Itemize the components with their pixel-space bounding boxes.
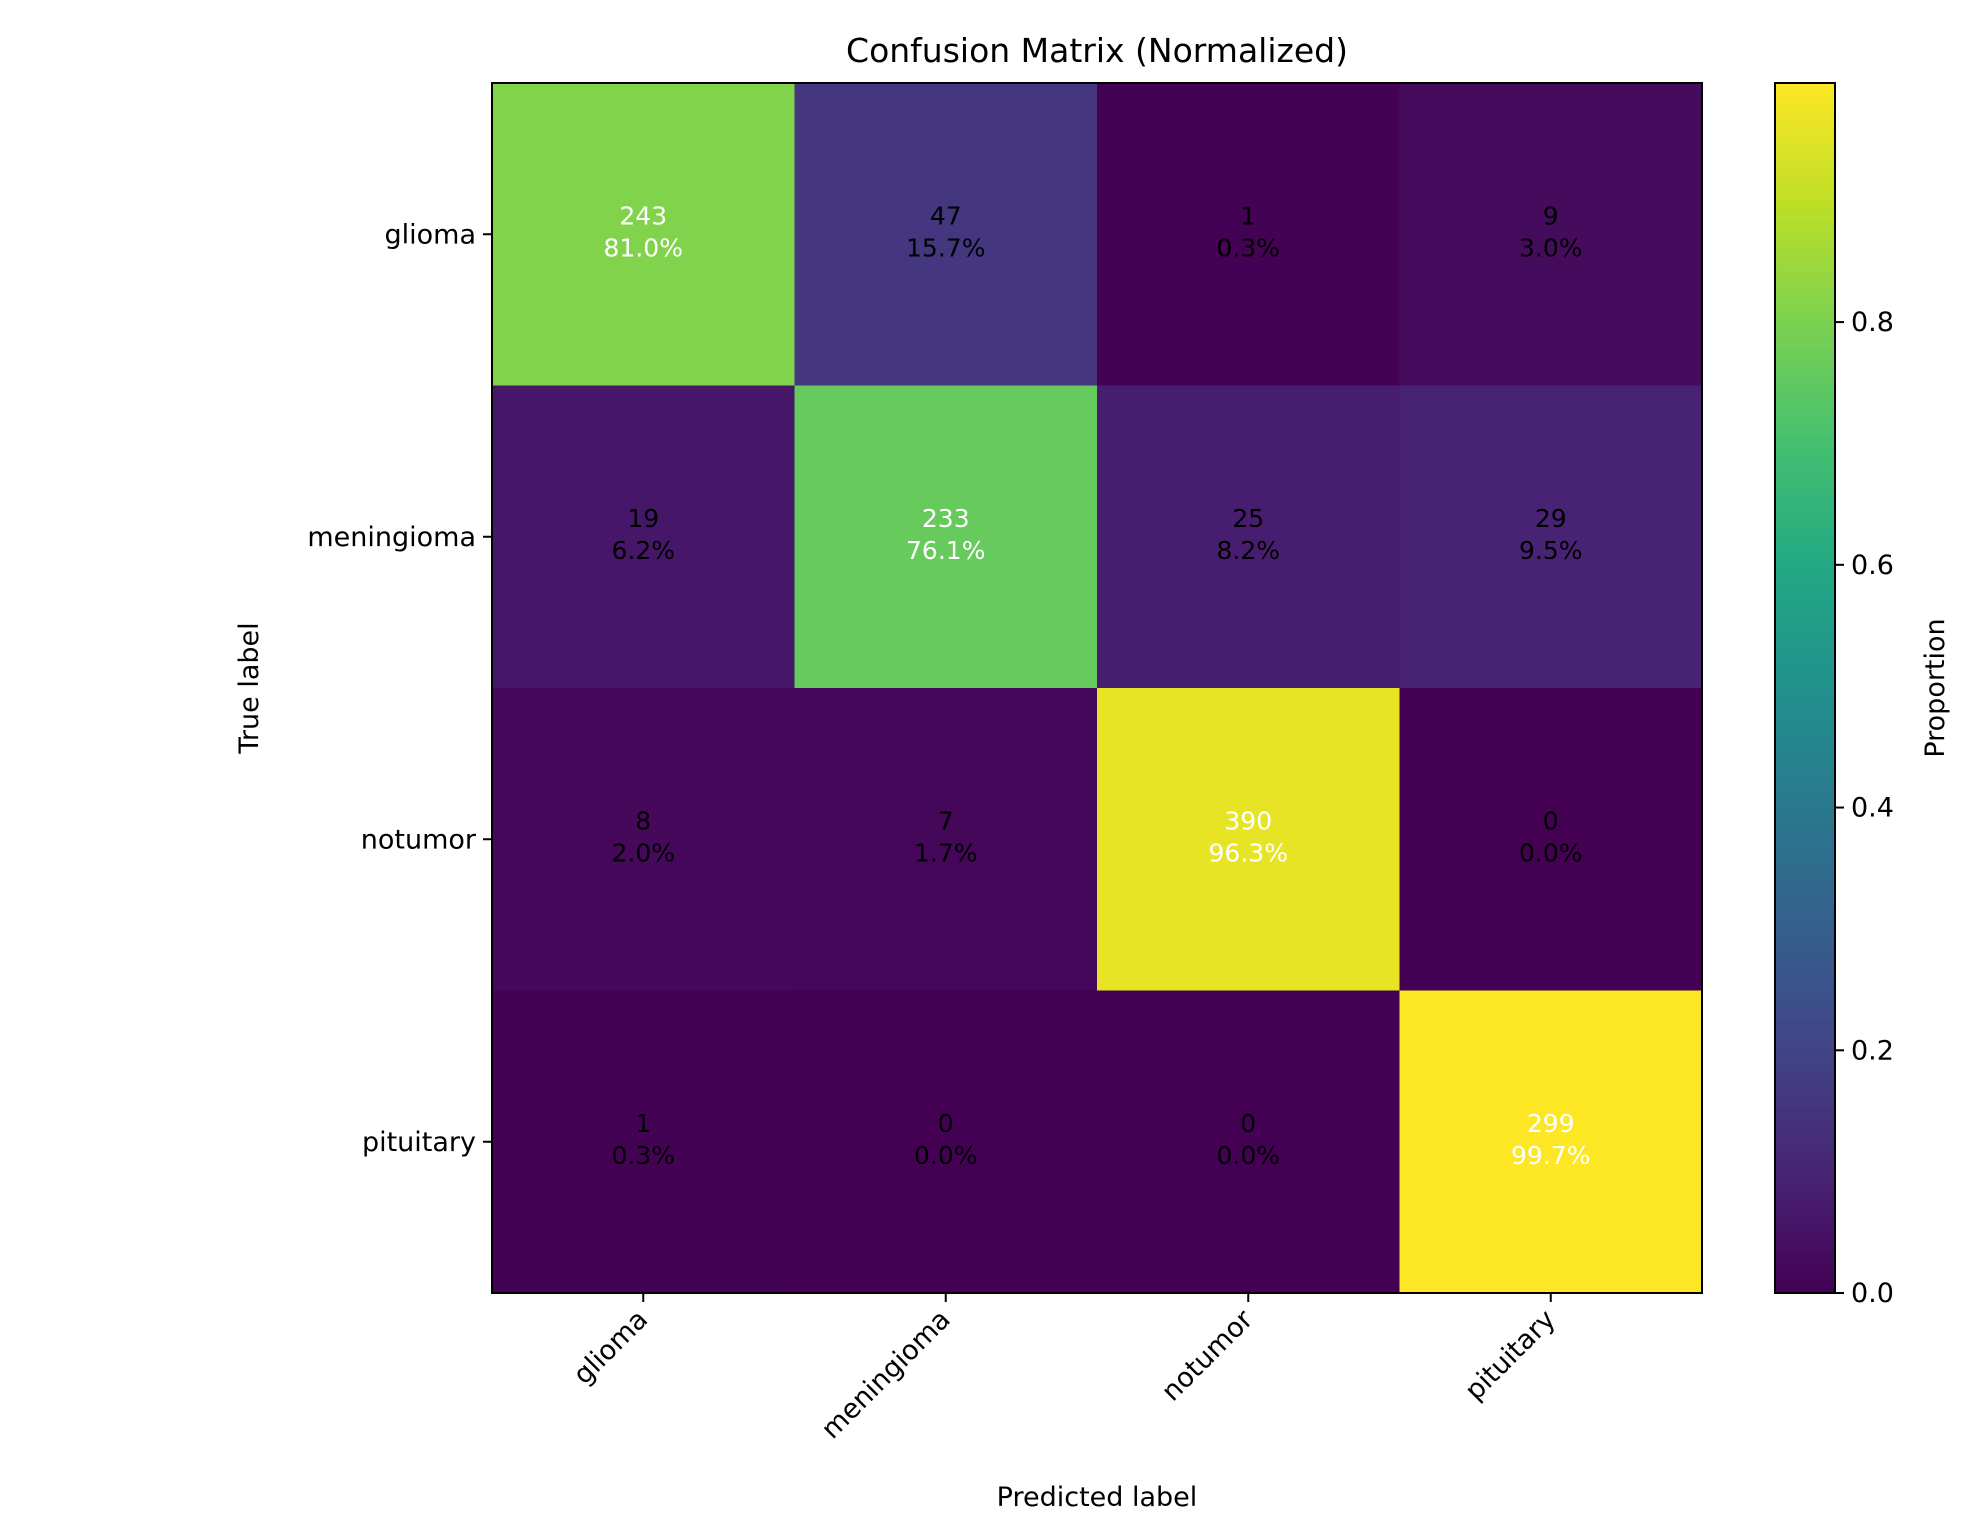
heatmap-cell: [794, 990, 1098, 1294]
y-tick-label: notumor: [361, 824, 477, 855]
cell-percent-label: 9.5%: [1519, 536, 1583, 565]
cell-percent-label: 0.0%: [914, 1141, 978, 1170]
cell-percent-label: 6.2%: [611, 536, 675, 565]
heatmap-cell: [1399, 990, 1703, 1294]
colorbar: [1775, 83, 1835, 1293]
x-tick-label: notumor: [1156, 1303, 1260, 1407]
cell-count-label: 1: [1240, 201, 1256, 230]
cell-count-label: 29: [1535, 504, 1567, 533]
colorbar-tick-label: 0.0: [1851, 1278, 1894, 1309]
cell-count-label: 19: [627, 504, 659, 533]
cell-percent-label: 15.7%: [906, 233, 985, 262]
cell-count-label: 1: [635, 1109, 651, 1138]
cell-percent-label: 1.7%: [914, 838, 978, 867]
x-tick-label: pituitary: [1459, 1304, 1562, 1407]
heatmap-cell: [492, 688, 795, 991]
cell-percent-label: 81.0%: [604, 233, 683, 262]
y-tick-label: meningioma: [307, 522, 476, 553]
x-axis-ticks: glioma meningioma notumor pituitary: [568, 1293, 1562, 1445]
y-axis-label: True label: [234, 622, 265, 754]
x-tick-label: glioma: [568, 1304, 655, 1391]
colorbar-ticks: 0.0 0.2 0.4 0.6 0.8: [1835, 307, 1894, 1309]
y-tick-label: pituitary: [362, 1127, 476, 1158]
colorbar-frame: [1774, 82, 1836, 1294]
heatmap-cell: [1097, 83, 1400, 386]
cell-percent-label: 96.3%: [1209, 838, 1288, 867]
heatmap-cell-labels: 243 81.0% 47 15.7% 1 0.3% 9 3.0% 19 6.2% 233 76.1% 2…: [604, 201, 1591, 1170]
cell-count-label: 299: [1527, 1109, 1575, 1138]
heatmap-cell: [492, 83, 795, 386]
colorbar-tick-label: 0.8: [1851, 307, 1894, 338]
cell-count-label: 25: [1232, 504, 1264, 533]
y-axis-ticks: glioma meningioma notumor pituitary: [307, 219, 492, 1158]
colorbar-tick-label: 0.6: [1851, 550, 1894, 581]
heatmap-cell: [1097, 688, 1400, 991]
heatmap-cell: [492, 385, 795, 689]
cell-count-label: 47: [930, 201, 962, 230]
cell-percent-label: 99.7%: [1511, 1141, 1590, 1170]
heatmap-cell: [1097, 385, 1400, 689]
plot-frame: [491, 82, 1703, 1294]
cell-count-label: 233: [922, 504, 970, 533]
heatmap-cell: [1399, 385, 1703, 689]
heatmap-cell: [492, 990, 795, 1294]
cell-percent-label: 0.3%: [611, 1141, 675, 1170]
heatmap-cell: [794, 688, 1098, 991]
colorbar-tick-label: 0.2: [1851, 1035, 1894, 1066]
cell-count-label: 0: [1543, 806, 1559, 835]
cell-percent-label: 76.1%: [906, 536, 985, 565]
y-tick-label: glioma: [384, 219, 476, 250]
cell-count-label: 243: [619, 201, 667, 230]
chart-title: Confusion Matrix (Normalized): [846, 31, 1348, 70]
x-tick-label: meningioma: [816, 1304, 957, 1445]
cell-percent-label: 8.2%: [1216, 536, 1280, 565]
heatmap-cell: [1097, 990, 1400, 1294]
heatmap-cells: [492, 83, 1703, 1294]
heatmap-cell: [1399, 83, 1703, 386]
cell-percent-label: 0.3%: [1216, 233, 1280, 262]
cell-percent-label: 2.0%: [611, 838, 675, 867]
cell-percent-label: 0.0%: [1519, 838, 1583, 867]
cell-count-label: 9: [1543, 201, 1559, 230]
cell-count-label: 390: [1224, 806, 1272, 835]
colorbar-label: Proportion: [1920, 618, 1951, 757]
cell-count-label: 0: [1240, 1109, 1256, 1138]
cell-percent-label: 0.0%: [1216, 1141, 1280, 1170]
cell-count-label: 7: [938, 806, 954, 835]
cell-count-label: 8: [635, 806, 651, 835]
heatmap-cell: [1399, 688, 1703, 991]
x-axis-label: Predicted label: [997, 1482, 1198, 1513]
heatmap-cell: [794, 83, 1098, 386]
cell-percent-label: 3.0%: [1519, 233, 1583, 262]
heatmap-cell: [794, 385, 1098, 689]
colorbar-tick-label: 0.4: [1851, 793, 1894, 824]
cell-count-label: 0: [938, 1109, 954, 1138]
